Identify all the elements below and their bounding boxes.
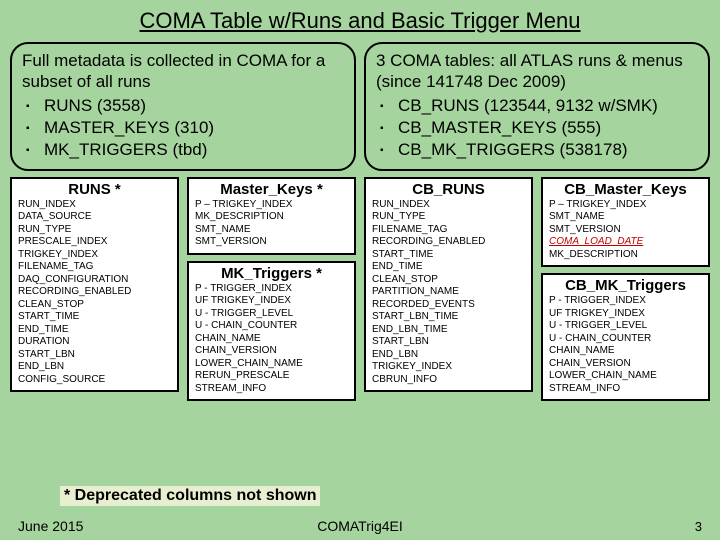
field-item: TRIGKEY_INDEX (372, 361, 525, 374)
fields-list: RUN_INDEXDATA_SOURCERUN_TYPEPRESCALE_IND… (18, 199, 171, 387)
fields-list: P - TRIGGER_INDEXUF TRIGKEY_INDEXU - TRI… (549, 295, 702, 395)
box-title: CB_MK_Triggers (549, 277, 702, 294)
field-item: RECORDING_ENABLED (18, 286, 171, 299)
footer-date: June 2015 (18, 518, 83, 534)
field-item: RUN_INDEX (18, 199, 171, 212)
field-item: P - TRIGGER_INDEX (549, 295, 702, 308)
box-master-keys: Master_Keys * P – TRIGKEY_INDEXMK_DESCRI… (187, 177, 356, 255)
field-item: P - TRIGGER_INDEX (195, 283, 348, 296)
left-item: MASTER_KEYS (310) (26, 117, 344, 139)
field-item: LOWER_CHAIN_NAME (549, 370, 702, 383)
footer-page: 3 (695, 519, 702, 534)
field-item: DURATION (18, 336, 171, 349)
field-item: RUN_TYPE (372, 211, 525, 224)
field-item: CHAIN_VERSION (195, 345, 348, 358)
deprecated-note: * Deprecated columns not shown (60, 486, 320, 506)
fields-list: P – TRIGKEY_INDEXSMT_NAMESMT_VERSIONCOMA… (549, 199, 702, 262)
right-panel-list: CB_RUNS (123544, 9132 w/SMK) CB_MASTER_K… (376, 95, 698, 161)
field-item: P – TRIGKEY_INDEX (549, 199, 702, 212)
field-item: STREAM_INFO (549, 383, 702, 396)
fields-list: P - TRIGGER_INDEXUF TRIGKEY_INDEXU - TRI… (195, 283, 348, 396)
field-item: TRIGKEY_INDEX (18, 249, 171, 262)
field-item: UF TRIGKEY_INDEX (195, 295, 348, 308)
field-item: CHAIN_VERSION (549, 358, 702, 371)
right-item: CB_RUNS (123544, 9132 w/SMK) (380, 95, 698, 117)
col-runs: RUNS * RUN_INDEXDATA_SOURCERUN_TYPEPRESC… (10, 177, 179, 402)
field-item: START_LBN_TIME (372, 311, 525, 324)
field-item: UF TRIGKEY_INDEX (549, 308, 702, 321)
field-item: CHAIN_NAME (195, 333, 348, 346)
field-item: CONFIG_SOURCE (18, 374, 171, 387)
box-title: CB_RUNS (372, 181, 525, 198)
left-panel-intro: Full metadata is collected in COMA for a… (22, 50, 344, 93)
field-item: DAQ_CONFIGURATION (18, 274, 171, 287)
field-item: CBRUN_INFO (372, 374, 525, 387)
field-item: FILENAME_TAG (18, 261, 171, 274)
field-item: PRESCALE_INDEX (18, 236, 171, 249)
left-item: RUNS (3558) (26, 95, 344, 117)
box-title: Master_Keys * (195, 181, 348, 198)
field-item: DATA_SOURCE (18, 211, 171, 224)
field-item: RERUN_PRESCALE (195, 370, 348, 383)
field-item: LOWER_CHAIN_NAME (195, 358, 348, 371)
field-item: RECORDING_ENABLED (372, 236, 525, 249)
field-item: START_TIME (372, 249, 525, 262)
box-runs: RUNS * RUN_INDEXDATA_SOURCERUN_TYPEPRESC… (10, 177, 179, 393)
field-item: P – TRIGKEY_INDEX (195, 199, 348, 212)
box-mk-triggers: MK_Triggers * P - TRIGGER_INDEXUF TRIGKE… (187, 261, 356, 402)
col-mk: Master_Keys * P – TRIGKEY_INDEXMK_DESCRI… (187, 177, 356, 402)
box-title: RUNS * (18, 181, 171, 198)
fields-list: RUN_INDEXRUN_TYPEFILENAME_TAGRECORDING_E… (372, 199, 525, 387)
left-panel-list: RUNS (3558) MASTER_KEYS (310) MK_TRIGGER… (22, 95, 344, 161)
box-cb-master-keys: CB_Master_Keys P – TRIGKEY_INDEXSMT_NAME… (541, 177, 710, 268)
right-item: CB_MK_TRIGGERS (538178) (380, 139, 698, 161)
field-item: U - CHAIN_COUNTER (549, 333, 702, 346)
field-item: MK_DESCRIPTION (549, 249, 702, 262)
box-cb-mk-triggers: CB_MK_Triggers P - TRIGGER_INDEXUF TRIGK… (541, 273, 710, 401)
right-panel-intro: 3 COMA tables: all ATLAS runs & menus (s… (376, 50, 698, 93)
field-item: FILENAME_TAG (372, 224, 525, 237)
footer: June 2015 COMATrig4EI 3 (0, 518, 720, 534)
box-cb-runs: CB_RUNS RUN_INDEXRUN_TYPEFILENAME_TAGREC… (364, 177, 533, 393)
right-item: CB_MASTER_KEYS (555) (380, 117, 698, 139)
col-cbruns: CB_RUNS RUN_INDEXRUN_TYPEFILENAME_TAGREC… (364, 177, 533, 402)
panels-row: Full metadata is collected in COMA for a… (0, 38, 720, 171)
field-item: SMT_VERSION (549, 224, 702, 237)
field-item: RUN_INDEX (372, 199, 525, 212)
field-item: U - CHAIN_COUNTER (195, 320, 348, 333)
left-item: MK_TRIGGERS (tbd) (26, 139, 344, 161)
field-item: START_LBN (18, 349, 171, 362)
field-item: PARTITION_NAME (372, 286, 525, 299)
left-panel: Full metadata is collected in COMA for a… (10, 42, 356, 171)
field-item: RUN_TYPE (18, 224, 171, 237)
field-item: MK_DESCRIPTION (195, 211, 348, 224)
field-item: SMT_NAME (549, 211, 702, 224)
fields-list: P – TRIGKEY_INDEXMK_DESCRIPTIONSMT_NAMES… (195, 199, 348, 249)
field-item: END_TIME (18, 324, 171, 337)
right-panel: 3 COMA tables: all ATLAS runs & menus (s… (364, 42, 710, 171)
field-item: SMT_VERSION (195, 236, 348, 249)
field-item: RECORDED_EVENTS (372, 299, 525, 312)
field-item: END_LBN (372, 349, 525, 362)
field-item: CLEAN_STOP (372, 274, 525, 287)
field-item: U - TRIGGER_LEVEL (549, 320, 702, 333)
footer-center: COMATrig4EI (0, 518, 720, 534)
field-item: START_TIME (18, 311, 171, 324)
field-item: END_TIME (372, 261, 525, 274)
col-cbmk: CB_Master_Keys P – TRIGKEY_INDEXSMT_NAME… (541, 177, 710, 402)
field-item: CHAIN_NAME (549, 345, 702, 358)
page-title: COMA Table w/Runs and Basic Trigger Menu (0, 0, 720, 38)
field-item-highlight: COMA_LOAD_DATE (549, 236, 702, 249)
box-title: CB_Master_Keys (549, 181, 702, 198)
field-item: STREAM_INFO (195, 383, 348, 396)
field-item: CLEAN_STOP (18, 299, 171, 312)
field-item: END_LBN (18, 361, 171, 374)
field-item: END_LBN_TIME (372, 324, 525, 337)
tables-row: RUNS * RUN_INDEXDATA_SOURCERUN_TYPEPRESC… (0, 171, 720, 402)
field-item: U - TRIGGER_LEVEL (195, 308, 348, 321)
field-item: START_LBN (372, 336, 525, 349)
box-title: MK_Triggers * (195, 265, 348, 282)
field-item: SMT_NAME (195, 224, 348, 237)
